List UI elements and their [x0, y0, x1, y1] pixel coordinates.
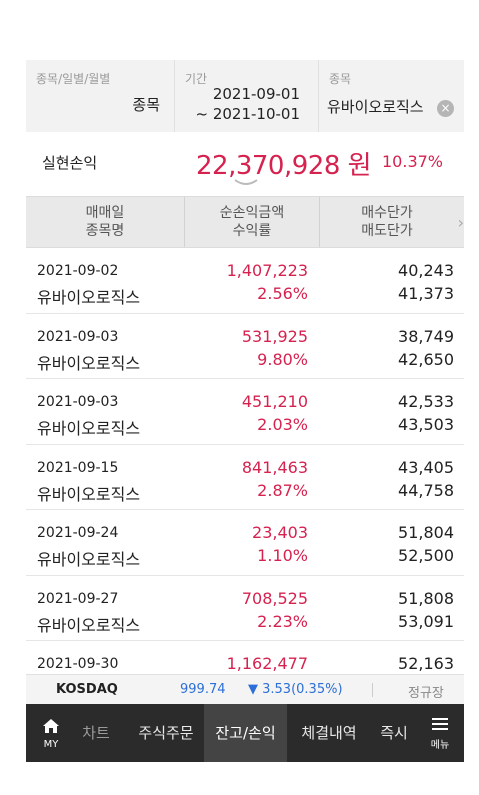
net-pl: 451,210 — [241, 392, 308, 411]
nav-chart[interactable]: 차트 — [82, 724, 110, 742]
summary-amount: 22,370,928 원 — [196, 151, 372, 181]
stock-name: 유바이오로직스 — [37, 288, 141, 307]
net-pl: 708,525 — [241, 588, 308, 608]
period-start: 2021-09-01 — [212, 85, 300, 103]
stock-name: 유바이오로직스 — [37, 550, 141, 569]
nav-instant[interactable]: 즉시 — [380, 724, 408, 742]
filter-type-value: 종목 — [132, 96, 160, 114]
table-row[interactable]: 2021-09-03 유바이오로직스 531,925 9.80% 38,749 … — [26, 314, 464, 379]
trade-date: 2021-09-03 — [37, 394, 119, 410]
return-rate: 9.80% — [257, 349, 308, 369]
nav-menu[interactable]: 메뉴 — [426, 716, 454, 751]
phone-screen: 종목/일별/월별 종목 기간 2021-09-01 ~ 2021-10-01 종… — [26, 60, 464, 762]
stock-name: 유바이오로직스 — [37, 353, 141, 373]
net-pl: 841,463 — [241, 457, 308, 477]
buy-price: 42,533 — [398, 392, 454, 411]
sell-price: 52,500 — [398, 546, 454, 565]
net-pl: 1,407,223 — [226, 261, 308, 280]
table-header: 매매일 종목명 순손익금액 수익률 매수단가 매도단가 › — [26, 196, 464, 248]
index-name: KOSDAQ — [56, 682, 118, 697]
buy-price: 43,405 — [398, 457, 454, 477]
realized-pl-summary: 실현손익 22,370,928 원 10.37% — [26, 132, 464, 196]
nav-stock-order[interactable]: 주식주문 — [138, 724, 194, 742]
header-buy-sell[interactable]: 매수단가 매도단가 — [319, 197, 454, 247]
trade-date: 2021-09-27 — [37, 590, 119, 607]
return-rate: 2.87% — [257, 480, 308, 500]
table-row[interactable]: 2021-09-03 유바이오로직스 451,210 2.03% 42,533 … — [26, 379, 464, 445]
nav-balance-pl[interactable]: 잔고/손익 — [204, 704, 287, 762]
filter-period[interactable]: 기간 2021-09-01 ~ 2021-10-01 — [174, 60, 318, 132]
sell-price: 53,091 — [398, 611, 454, 631]
net-pl: 1,162,477 — [226, 654, 308, 673]
nav-my-label: MY — [43, 739, 59, 750]
buy-price: 52,163 — [398, 654, 454, 673]
sell-price: 43,503 — [398, 415, 454, 434]
stock-name: 유바이오로직스 — [37, 419, 141, 438]
filter-bar: 종목/일별/월별 종목 기간 2021-09-01 ~ 2021-10-01 종… — [26, 60, 464, 132]
summary-label: 실현손익 — [42, 154, 98, 172]
home-icon — [43, 719, 59, 733]
filter-stock-caption: 종목 — [329, 72, 352, 86]
table-row[interactable]: 2021-09-02 유바이오로직스 1,407,223 2.56% 40,24… — [26, 248, 464, 314]
index-ticker[interactable]: KOSDAQ 999.74 ▼ 3.53(0.35%) 정규장 — [26, 674, 464, 704]
nav-executions[interactable]: 체결내역 — [301, 724, 357, 742]
trade-list: 2021-09-02 유바이오로직스 1,407,223 2.56% 40,24… — [26, 248, 464, 707]
sell-price: 41,373 — [398, 284, 454, 303]
filter-period-caption: 기간 — [185, 72, 208, 86]
trade-date: 2021-09-02 — [37, 263, 119, 279]
filter-stock-value: 유바이오로직스 — [327, 98, 424, 116]
nav-my[interactable]: MY — [36, 718, 66, 750]
trade-date: 2021-09-30 — [37, 656, 119, 672]
return-rate: 2.56% — [257, 284, 308, 303]
return-rate: 2.03% — [257, 415, 308, 434]
index-value: 999.74 — [180, 682, 226, 697]
filter-type[interactable]: 종목/일별/월별 종목 — [26, 60, 174, 132]
trade-date: 2021-09-24 — [37, 525, 119, 541]
trade-date: 2021-09-15 — [37, 459, 119, 476]
chevron-right-icon[interactable]: › — [457, 213, 464, 232]
table-row[interactable]: 2021-09-15 유바이오로직스 841,463 2.87% 43,405 … — [26, 445, 464, 510]
divider — [372, 683, 373, 697]
buy-price: 51,808 — [398, 588, 454, 608]
header-pl-rate[interactable]: 순손익금액 수익률 — [184, 197, 319, 247]
expand-chevron-icon[interactable] — [233, 178, 259, 188]
buy-price: 38,749 — [398, 326, 454, 346]
hamburger-icon — [432, 718, 448, 730]
period-end: ~ 2021-10-01 — [195, 105, 300, 123]
market-status: 정규장 — [408, 686, 444, 701]
filter-stock[interactable]: 종목 유바이오로직스 × — [318, 60, 464, 132]
table-row[interactable]: 2021-09-27 유바이오로직스 708,525 2.23% 51,808 … — [26, 576, 464, 641]
net-pl: 23,403 — [252, 523, 308, 542]
sell-price: 44,758 — [398, 480, 454, 500]
clear-icon[interactable]: × — [437, 100, 454, 117]
table-row[interactable]: 2021-09-24 유바이오로직스 23,403 1.10% 51,804 5… — [26, 510, 464, 576]
index-change: ▼ 3.53(0.35%) — [248, 682, 343, 697]
net-pl: 531,925 — [241, 326, 308, 346]
return-rate: 1.10% — [257, 546, 308, 565]
filter-type-caption: 종목/일별/월별 — [36, 72, 111, 86]
return-rate: 2.23% — [257, 611, 308, 631]
summary-rate: 10.37% — [382, 152, 444, 171]
stock-name: 유바이오로직스 — [37, 484, 141, 504]
stock-name: 유바이오로직스 — [37, 615, 141, 635]
nav-menu-label: 메뉴 — [430, 740, 450, 751]
trade-date: 2021-09-03 — [37, 328, 119, 345]
buy-price: 40,243 — [398, 261, 454, 280]
buy-price: 51,804 — [398, 523, 454, 542]
header-date-name[interactable]: 매매일 종목명 — [85, 205, 125, 239]
bottom-nav: MY 차트 주식주문 잔고/손익 체결내역 즉시 메뉴 — [26, 704, 464, 762]
sell-price: 42,650 — [398, 349, 454, 369]
